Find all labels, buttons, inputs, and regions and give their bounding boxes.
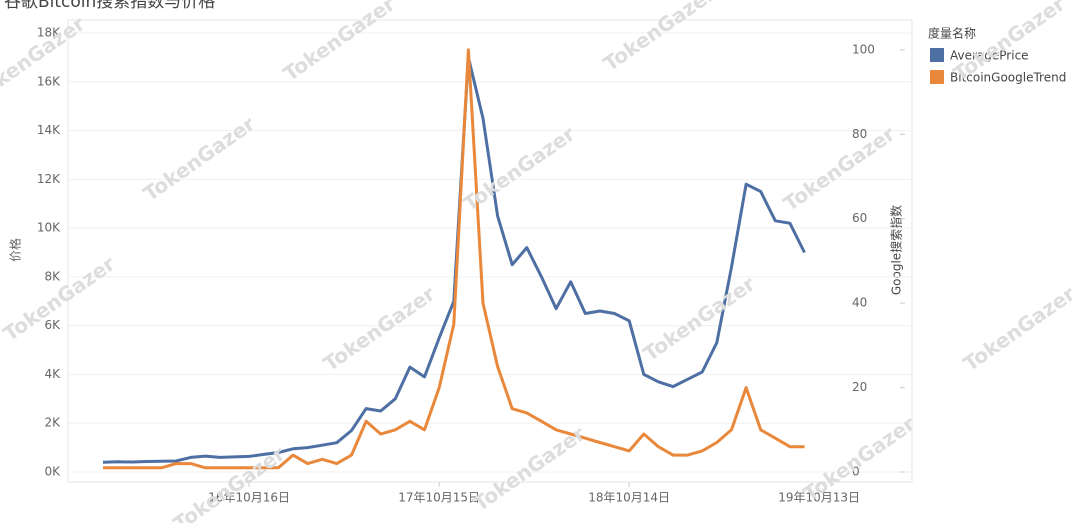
y-tick-label: 6K — [44, 318, 61, 332]
watermark: TokenGazer — [599, 0, 720, 76]
y2-tick-label: 40 — [852, 296, 867, 310]
y2-tick-label: 80 — [852, 127, 867, 141]
y2-tick-label: 100 — [852, 42, 875, 56]
watermark: TokenGazer — [959, 282, 1080, 376]
y2-tick-label: 0 — [852, 465, 860, 479]
y-tick-label: 2K — [44, 416, 61, 430]
x-tick-label: 17年10月15日 — [398, 491, 480, 505]
watermark: TokenGazer — [639, 272, 760, 366]
x-tick-label: 18年10月14日 — [588, 491, 670, 505]
chart-title: 谷歌Bitcoin搜索指数与价格 — [4, 0, 215, 12]
series-line — [103, 48, 805, 470]
plot-frame — [67, 19, 913, 483]
watermark: TokenGazer — [459, 122, 580, 216]
watermark: TokenGazer — [779, 122, 900, 216]
legend-swatch — [930, 48, 944, 62]
legend-label: BitcoinGoogleTrend — [950, 71, 1066, 85]
watermark: TokenGazer — [139, 112, 260, 206]
y-tick-label: 12K — [37, 172, 61, 186]
y2-axis-label: Google搜索指数 — [889, 205, 904, 295]
y-tick-label: 16K — [37, 74, 61, 88]
y-tick-label: 14K — [37, 123, 61, 137]
y-tick-label: 8K — [44, 269, 61, 283]
y2-tick-label: 60 — [852, 211, 867, 225]
watermark: TokenGazer — [279, 0, 400, 86]
legend-title: 度量名称 — [928, 26, 976, 41]
series-line — [102, 55, 806, 464]
y-tick-label: 4K — [44, 367, 61, 381]
y-tick-label: 18K — [37, 26, 61, 40]
legend-label: AveragePrice — [950, 49, 1029, 63]
watermark: TokenGazer — [469, 422, 590, 516]
y-tick-label: 10K — [37, 221, 61, 235]
y-axis-label: 价格 — [8, 238, 23, 262]
y2-tick-label: 20 — [852, 380, 867, 394]
watermark: TokenGazer — [319, 282, 440, 376]
x-tick-label: 19年10月13日 — [778, 491, 860, 505]
y-tick-label: 0K — [44, 465, 61, 479]
x-tick-label: 16年10月16日 — [208, 491, 290, 505]
legend-swatch — [930, 70, 944, 84]
